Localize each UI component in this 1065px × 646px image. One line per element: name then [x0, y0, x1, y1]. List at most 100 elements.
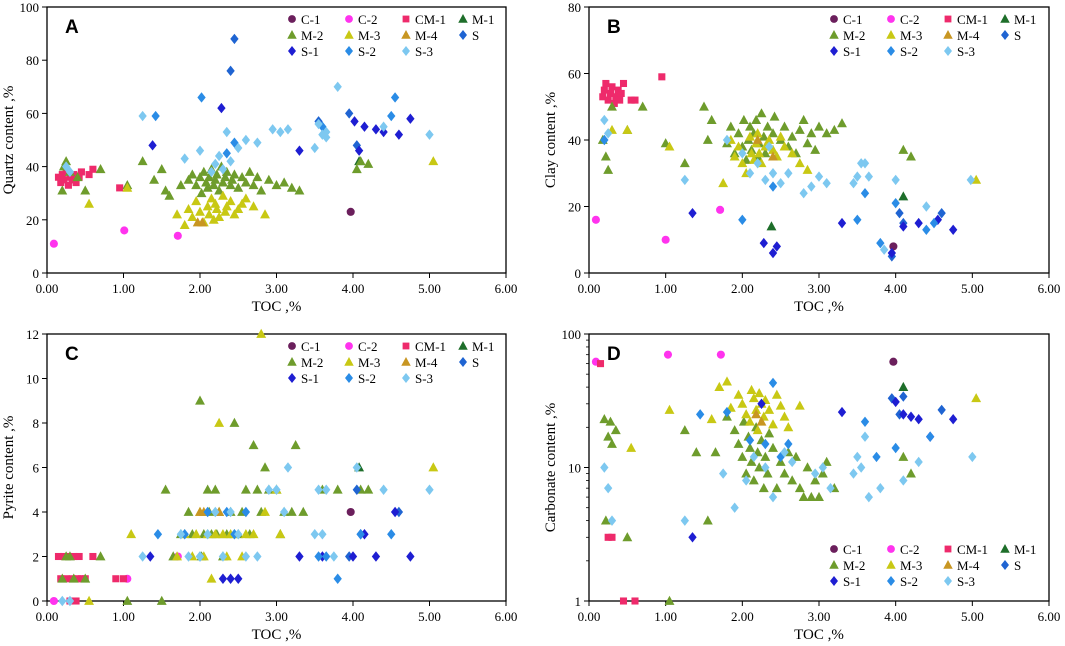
y-tick-label: 4 [33, 505, 40, 520]
legend-label-s-3: S-3 [415, 44, 433, 59]
legend-marker-m-3 [344, 357, 354, 366]
data-point-s-3 [211, 506, 220, 518]
data-point-m-2 [80, 573, 91, 583]
data-point-s [937, 404, 946, 416]
legend-marker-s [459, 357, 467, 367]
data-point-m-3 [764, 404, 775, 414]
data-point-m-3 [248, 529, 259, 539]
data-point-cm-1 [62, 575, 70, 583]
data-point-m-3 [122, 182, 133, 192]
legend-label-s-2: S-2 [358, 44, 376, 59]
data-point-m-3 [211, 203, 222, 214]
x-tick-label: 0.00 [36, 609, 59, 624]
data-point-s-3 [318, 529, 327, 540]
data-point-m-2 [679, 425, 690, 435]
legend-label-cm-1: CM-1 [415, 12, 446, 27]
legend-marker-m-2 [287, 30, 297, 39]
legend: C-1 C-2 CM-1 M-1 M-2 M-3 M-4 S S-1 S-2 S-3 [287, 12, 494, 59]
data-point-m-2 [679, 158, 690, 168]
x-tick-label: 1.00 [112, 281, 135, 296]
legend-marker-s-1 [830, 576, 838, 586]
data-point-s-2 [600, 134, 609, 146]
data-point-s-3 [722, 134, 732, 146]
data-point-s-1 [899, 221, 908, 232]
legend-marker-m-4 [401, 357, 411, 366]
x-tick-label: 4.00 [884, 609, 907, 624]
data-point-m-2 [802, 138, 813, 148]
data-point-m-3 [626, 442, 637, 452]
data-point-s-3 [276, 126, 285, 138]
legend-marker-m-2 [829, 30, 839, 39]
legend-label-s-3: S-3 [957, 574, 975, 589]
data-point-m-3 [775, 131, 786, 141]
data-point-m-2 [702, 134, 713, 144]
data-point-m-2 [229, 169, 240, 179]
data-point-m-3 [206, 193, 217, 203]
data-point-s-3 [826, 482, 835, 494]
data-point-m-3 [260, 209, 270, 219]
y-tick-label: 1 [575, 594, 582, 609]
data-point-s-2 [153, 529, 163, 540]
data-point-m-3 [746, 148, 757, 158]
data-point-s-2 [853, 214, 862, 225]
data-point-s-2 [784, 438, 793, 450]
data-point-m-2 [756, 108, 767, 118]
data-point-m-2 [252, 484, 263, 494]
data-point-s-3 [600, 462, 609, 473]
data-point-m-2 [906, 151, 916, 161]
legend-label-m-4: M-4 [957, 28, 980, 43]
data-point-m-2 [298, 506, 309, 516]
data-point-m-3 [714, 381, 725, 392]
data-point-cm-1 [119, 575, 128, 583]
data-point-m-2 [65, 551, 75, 561]
data-point-s-2 [322, 551, 331, 562]
data-point-s-1 [348, 551, 358, 562]
legend-label-cm-1: CM-1 [957, 542, 988, 557]
data-point-cm-1 [70, 552, 78, 561]
data-point-cm-1 [89, 552, 97, 561]
data-point-s-3 [264, 484, 274, 495]
legend-marker-m-2 [829, 560, 839, 569]
data-point-s-3 [218, 164, 228, 175]
x-tick-label: 0.00 [36, 281, 59, 296]
legend: C-1 C-2 CM-1 M-1 M-2 M-3 M-4 S S-1 S-2 S-3 [287, 339, 494, 386]
data-point-m-2 [201, 177, 212, 187]
data-point-m-3 [737, 398, 748, 408]
data-point-s-3 [857, 462, 866, 473]
data-point-cm-1 [608, 533, 616, 541]
data-point-cm-1 [599, 93, 607, 101]
data-point-s-3 [864, 171, 873, 182]
data-point-s-1 [406, 113, 415, 124]
data-point-m-2 [164, 190, 175, 200]
data-point-s-3 [860, 431, 870, 442]
legend-marker-m-1 [1000, 14, 1010, 23]
data-point-m-3 [221, 201, 232, 211]
data-point-s-3 [279, 506, 289, 518]
data-point-s-2 [722, 406, 732, 418]
data-point-cm-1 [604, 96, 612, 104]
data-point-s-3 [222, 126, 231, 138]
data-point-s-3 [780, 447, 789, 458]
data-point-s [345, 108, 354, 119]
data-point-m-2 [794, 124, 805, 134]
data-point-s-1 [394, 129, 404, 140]
legend-marker-c-2 [345, 15, 353, 23]
data-point-s-2 [203, 506, 212, 518]
legend-marker-cm-1 [402, 15, 410, 23]
data-point-m-2 [187, 169, 198, 179]
data-point-m-2 [829, 124, 840, 134]
data-point-m-2 [741, 468, 752, 478]
data-point-s-3 [195, 551, 205, 562]
data-point-cm-1 [608, 83, 616, 91]
data-point-s-3 [849, 468, 858, 479]
data-point-c-2 [49, 239, 58, 248]
data-point-s-1 [217, 102, 226, 114]
scatter-panel-b: 0.00 1.00 2.00 3.00 4.00 5.00 6.00 0 20 40 60 80 TOC… [543, 0, 1060, 315]
y-tick-label: 60 [26, 106, 39, 121]
data-point-m-3 [218, 190, 228, 200]
legend-label-s-2: S-2 [900, 44, 918, 59]
data-point-m-3 [214, 211, 225, 222]
data-point-m-2 [814, 491, 824, 502]
data-point-s-3 [784, 168, 793, 179]
data-point-m-3 [664, 404, 675, 414]
